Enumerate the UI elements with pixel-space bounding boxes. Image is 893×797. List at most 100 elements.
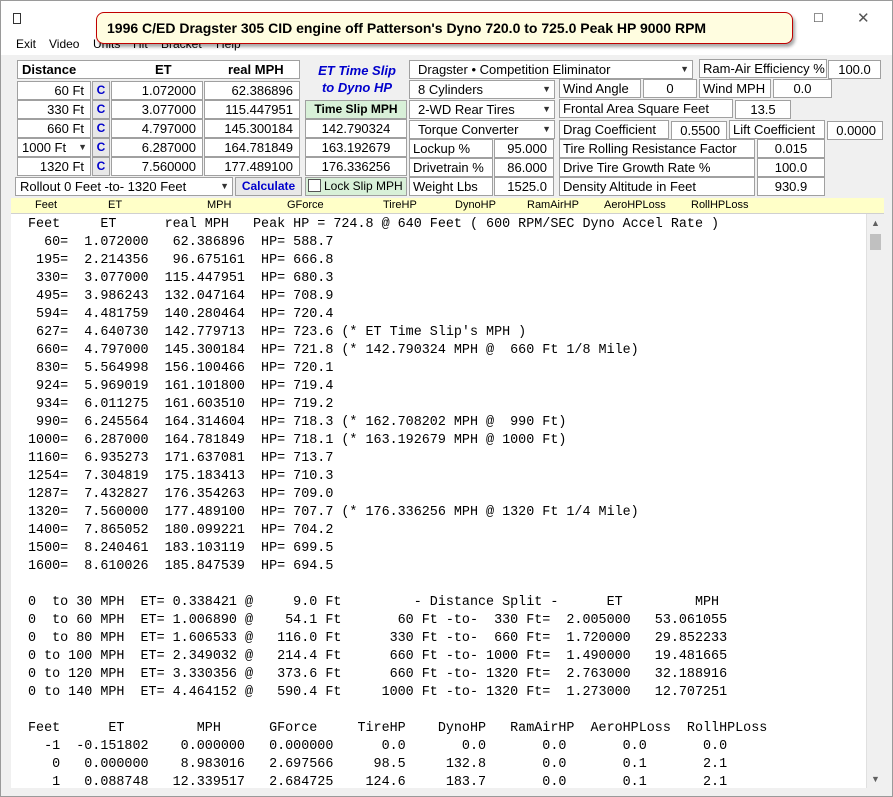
mph-field-4[interactable]: 164.781849 bbox=[204, 138, 300, 157]
input-header: Distance ET real MPH bbox=[17, 60, 300, 79]
input-panel: Distance ET real MPH 60 Ft C 1.072000 62… bbox=[11, 58, 884, 198]
drag-coefficient-field[interactable]: 0.5500 bbox=[671, 121, 727, 140]
et-field-4[interactable]: 6.287000 bbox=[111, 138, 203, 157]
class-select-value: Dragster • Competition Eliminator bbox=[418, 62, 611, 77]
chevron-down-icon: ▼ bbox=[78, 142, 87, 152]
slip-mph-field-660[interactable]: 142.790324 bbox=[305, 119, 407, 138]
clear-button-4[interactable]: C bbox=[92, 138, 110, 157]
mph-field-3[interactable]: 145.300184 bbox=[204, 119, 300, 138]
tab-aerohploss[interactable]: AeroHPLoss bbox=[604, 199, 666, 211]
distance-field-1[interactable]: 60 Ft bbox=[17, 81, 91, 100]
time-slip-mph-label: Time Slip MPH bbox=[305, 100, 407, 119]
rolling-resistance-field[interactable]: 0.015 bbox=[757, 139, 825, 158]
et-field-2[interactable]: 3.077000 bbox=[111, 100, 203, 119]
et-field-1[interactable]: 1.072000 bbox=[111, 81, 203, 100]
menu-video[interactable]: Video bbox=[49, 37, 80, 51]
close-button[interactable]: ✕ bbox=[857, 10, 870, 27]
mph-field-5[interactable]: 177.489100 bbox=[204, 157, 300, 176]
results-line: 1320= 7.560000 177.489100 HP= 707.7 (* 1… bbox=[28, 505, 639, 520]
converter-select[interactable]: Torque Converter ▼ bbox=[409, 120, 555, 139]
results-line: 0 to 80 MPH ET= 1.606533 @ 116.0 Ft 330 … bbox=[28, 631, 728, 646]
weight-label: Weight Lbs bbox=[409, 177, 493, 196]
tab-ramairhp[interactable]: RamAirHP bbox=[527, 199, 579, 211]
vertical-scrollbar[interactable]: ▲ ▼ bbox=[866, 214, 884, 788]
scrollbar-thumb[interactable] bbox=[870, 234, 881, 250]
lift-coefficient-label: Lift Coefficient bbox=[729, 120, 825, 139]
et-field-5[interactable]: 7.560000 bbox=[111, 157, 203, 176]
class-select[interactable]: Dragster • Competition Eliminator ▼ bbox=[409, 60, 693, 79]
density-altitude-label: Density Altitude in Feet bbox=[559, 177, 755, 196]
cylinders-select-value: 8 Cylinders bbox=[418, 82, 484, 97]
checkbox-box bbox=[308, 179, 321, 192]
mph-field-2[interactable]: 115.447951 bbox=[204, 100, 300, 119]
distance-field-5[interactable]: 1320 Ft bbox=[17, 157, 91, 176]
et-slip-title: ET Time Slip to Dyno HP bbox=[307, 62, 407, 100]
column-tab-strip: Feet ET MPH GForce TireHP DynoHP RamAirH… bbox=[11, 198, 884, 213]
lock-slip-checkbox[interactable]: Lock Slip MPH bbox=[305, 177, 407, 196]
results-output[interactable]: Feet ET real MPH Peak HP = 724.8 @ 640 F… bbox=[11, 213, 884, 788]
results-line: 1160= 6.935273 171.637081 HP= 713.7 bbox=[28, 451, 334, 466]
tab-gforce[interactable]: GForce bbox=[287, 199, 324, 211]
density-altitude-field[interactable]: 930.9 bbox=[757, 177, 825, 196]
maximize-button[interactable]: ☐ bbox=[813, 11, 824, 25]
results-line: 1500= 8.240461 183.103119 HP= 699.5 bbox=[28, 541, 334, 556]
results-line: 660= 4.797000 145.300184 HP= 721.8 (* 14… bbox=[28, 343, 639, 358]
tab-et[interactable]: ET bbox=[108, 199, 123, 211]
mph-field-1[interactable]: 62.386896 bbox=[204, 81, 300, 100]
slip-mph-field-1000[interactable]: 163.192679 bbox=[305, 138, 407, 157]
results-line: 0 to 100 MPH ET= 2.349032 @ 214.4 Ft 660… bbox=[28, 649, 728, 664]
results-line: 0 0.000000 8.983016 2.697566 98.5 132.8 … bbox=[28, 757, 728, 772]
lift-coefficient-field[interactable]: 0.0000 bbox=[827, 121, 883, 140]
distance-field-3[interactable]: 660 Ft bbox=[17, 119, 91, 138]
distance-select-4[interactable]: 1000 Ft ▼ bbox=[17, 138, 91, 157]
results-line: 0 to 140 MPH ET= 4.464152 @ 590.4 Ft 100… bbox=[28, 685, 728, 700]
rollout-select[interactable]: Rollout 0 Feet -to- 1320 Feet ▼ bbox=[15, 177, 233, 196]
results-line: 0 to 120 MPH ET= 3.330356 @ 373.6 Ft 660… bbox=[28, 667, 728, 682]
col-et-label: ET bbox=[155, 62, 172, 77]
tab-tirehp[interactable]: TireHP bbox=[383, 199, 417, 211]
ram-air-field[interactable]: 100.0 bbox=[828, 60, 881, 79]
window-title: 1996 C/ED Dragster 305 CID engine off Pa… bbox=[96, 12, 793, 44]
results-line: Feet ET real MPH Peak HP = 724.8 @ 640 F… bbox=[28, 217, 720, 232]
tab-mph[interactable]: MPH bbox=[207, 199, 232, 211]
lockup-field[interactable]: 95.000 bbox=[494, 139, 554, 158]
frontal-area-field[interactable]: 13.5 bbox=[735, 100, 791, 119]
slip-mph-field-1320[interactable]: 176.336256 bbox=[305, 157, 407, 176]
tab-dynohp[interactable]: DynoHP bbox=[455, 199, 496, 211]
clear-button-1[interactable]: C bbox=[92, 81, 110, 100]
scroll-down-icon[interactable]: ▼ bbox=[871, 774, 880, 784]
et-slip-title-line1: ET Time Slip bbox=[318, 63, 396, 78]
menu-exit[interactable]: Exit bbox=[16, 37, 37, 51]
results-line: 195= 2.214356 96.675161 HP= 666.8 bbox=[28, 253, 334, 268]
tires-select[interactable]: 2-WD Rear Tires ▼ bbox=[409, 100, 555, 119]
clear-button-2[interactable]: C bbox=[92, 100, 110, 119]
col-distance-label: Distance bbox=[22, 62, 77, 77]
clear-button-5[interactable]: C bbox=[92, 157, 110, 176]
drivetrain-field[interactable]: 86.000 bbox=[494, 158, 554, 177]
distance-field-2[interactable]: 330 Ft bbox=[17, 100, 91, 119]
results-line: 924= 5.969019 161.101800 HP= 719.4 bbox=[28, 379, 334, 394]
tire-growth-field[interactable]: 100.0 bbox=[757, 158, 825, 177]
et-field-3[interactable]: 4.797000 bbox=[111, 119, 203, 138]
clear-button-3[interactable]: C bbox=[92, 119, 110, 138]
et-slip-title-line2: to Dyno HP bbox=[321, 80, 393, 95]
chevron-down-icon: ▼ bbox=[680, 64, 689, 74]
results-line: Feet ET MPH GForce TireHP DynoHP RamAirH… bbox=[28, 721, 768, 736]
chevron-down-icon: ▼ bbox=[220, 181, 229, 191]
frontal-area-label: Frontal Area Square Feet bbox=[559, 99, 733, 118]
rolling-resistance-label: Tire Rolling Resistance Factor bbox=[559, 139, 755, 158]
lock-slip-label: Lock Slip MPH bbox=[324, 179, 403, 193]
calculate-button[interactable]: Calculate bbox=[235, 177, 302, 196]
wind-mph-field[interactable]: 0.0 bbox=[773, 79, 832, 98]
results-line: 0 to 60 MPH ET= 1.006890 @ 54.1 Ft 60 Ft… bbox=[28, 613, 728, 628]
scroll-up-icon[interactable]: ▲ bbox=[871, 218, 880, 228]
rollout-select-value: Rollout 0 Feet -to- 1320 Feet bbox=[20, 179, 187, 194]
weight-field[interactable]: 1525.0 bbox=[494, 177, 554, 196]
ram-air-label: Ram-Air Efficiency % bbox=[699, 59, 827, 78]
results-line: 1400= 7.865052 180.099221 HP= 704.2 bbox=[28, 523, 334, 538]
tab-rollhploss[interactable]: RollHPLoss bbox=[691, 199, 749, 211]
cylinders-select[interactable]: 8 Cylinders ▼ bbox=[409, 80, 555, 99]
wind-angle-field[interactable]: 0 bbox=[643, 79, 697, 98]
tab-feet[interactable]: Feet bbox=[35, 199, 58, 211]
results-line: 1600= 8.610026 185.847539 HP= 694.5 bbox=[28, 559, 334, 574]
